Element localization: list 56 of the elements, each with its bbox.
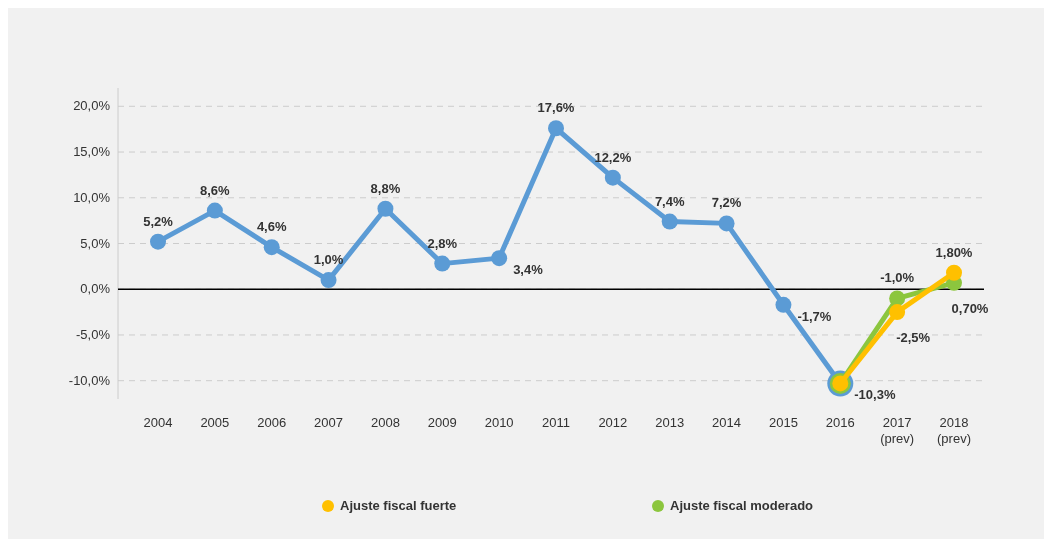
x-tick-label: 2010	[484, 415, 514, 430]
x-tick-label: 2008	[370, 415, 400, 430]
x-tick-label: 2016	[825, 415, 855, 430]
x-tick-label: 2013	[655, 415, 685, 430]
data-label: 12,2%	[594, 149, 632, 165]
point	[946, 264, 962, 281]
data-label: -1,0%	[880, 270, 915, 286]
point	[775, 296, 792, 313]
data-label: 7,4%	[654, 193, 685, 209]
point	[320, 272, 337, 289]
data-label: 2,8%	[427, 235, 458, 251]
point	[434, 255, 451, 272]
point	[889, 304, 906, 321]
y-tick-label: 5,0%	[80, 235, 111, 251]
point	[718, 215, 735, 232]
data-label: 1,0%	[313, 252, 344, 268]
x-tick-label: 2012	[598, 415, 628, 430]
x-tick-label: 2014	[712, 415, 742, 430]
point	[548, 120, 564, 137]
x-tick-label: 2006	[257, 415, 287, 430]
x-tick-label: 2011	[542, 415, 570, 430]
point	[491, 250, 508, 267]
y-tick-label: 20,0%	[73, 98, 111, 114]
legend-label: Ajuste fiscal fuerte	[340, 498, 457, 513]
point	[206, 202, 223, 219]
data-label: 8,8%	[370, 180, 401, 196]
y-tick-label: -10,0%	[68, 372, 111, 388]
data-label: -10,3%	[854, 387, 896, 403]
data-label: 1,80%	[935, 244, 973, 260]
x-tick-label: 2007	[314, 415, 344, 430]
point	[604, 169, 621, 186]
y-tick-label: 10,0%	[73, 189, 111, 205]
x-tick-label: 2005	[200, 415, 230, 430]
data-label: -1,7%	[797, 308, 832, 324]
x-tick-label: 2009	[427, 415, 457, 430]
point	[150, 233, 166, 250]
point	[377, 200, 394, 217]
data-label: 7,2%	[711, 195, 742, 211]
data-label: 4,6%	[256, 219, 287, 235]
x-tick-label: 2015	[768, 415, 798, 430]
x-tick-label: 2004	[143, 415, 173, 430]
data-label: 8,6%	[200, 182, 231, 198]
data-label: 17,6%	[537, 100, 575, 116]
y-tick-label: -5,0%	[76, 326, 111, 342]
legend-label: Ajuste fiscal moderado	[670, 498, 814, 513]
data-label: 0,70%	[951, 300, 989, 316]
data-label: 5,2%	[143, 213, 174, 229]
point	[263, 239, 280, 256]
point	[661, 213, 678, 230]
x-tick-label: 2018 (prev)	[937, 415, 971, 446]
point	[889, 290, 906, 307]
x-tick-label: 2017 (prev)	[880, 415, 915, 446]
y-tick-label: 0,0%	[80, 281, 111, 297]
data-label: -2,5%	[896, 330, 931, 346]
data-label: 3,4%	[513, 262, 544, 278]
y-tick-label: 15,0%	[73, 144, 111, 160]
